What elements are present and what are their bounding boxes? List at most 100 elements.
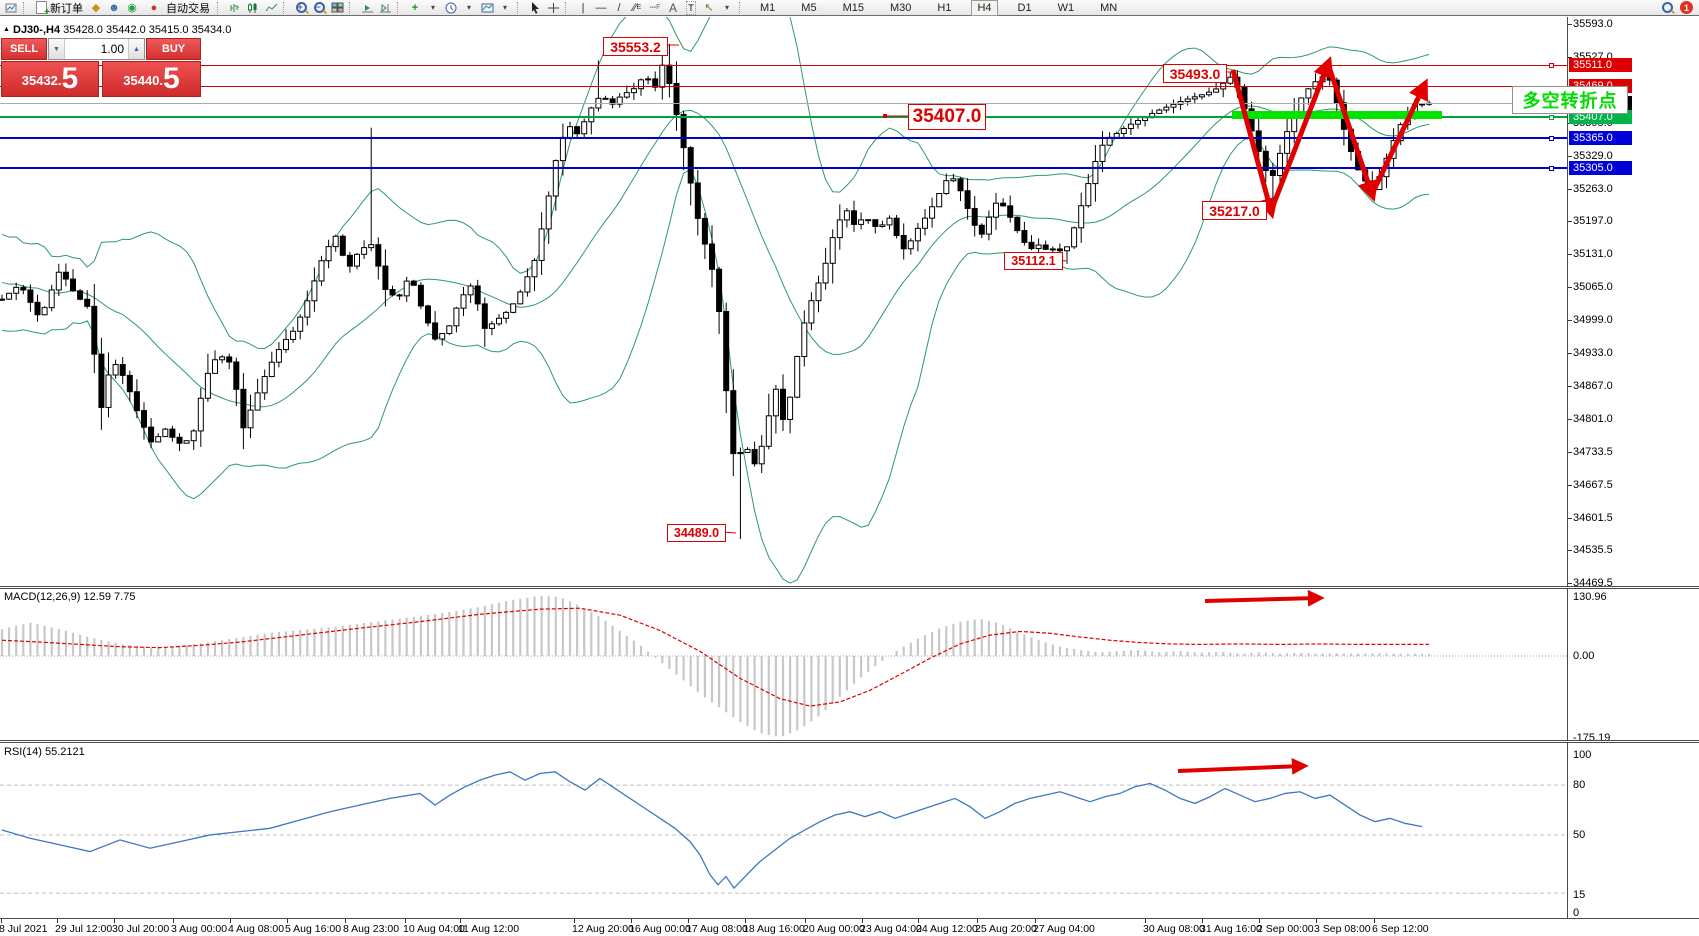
hline-35365.0[interactable] xyxy=(0,137,1567,139)
rsi-panel[interactable] xyxy=(0,744,1567,918)
signal-icon[interactable]: ◉ xyxy=(127,1,137,14)
auto-trading-icon: ● xyxy=(150,1,158,14)
tile-windows-icon[interactable] xyxy=(329,1,345,15)
price-annotation-35553.2[interactable]: 35553.2 xyxy=(603,37,668,56)
toolbar-separator xyxy=(739,1,744,14)
arrows-tool-icon[interactable]: ↖ xyxy=(704,1,714,14)
time-tick xyxy=(345,919,346,923)
toolbar-separator xyxy=(349,1,354,14)
trendline-icon[interactable]: / xyxy=(617,1,621,14)
volume-increase-button[interactable]: ▲ xyxy=(128,39,144,59)
line-anchor xyxy=(1549,115,1554,120)
quotes-icon[interactable]: ◆ xyxy=(91,1,101,14)
chevron-down-icon[interactable]: ▾ xyxy=(502,2,507,12)
tf-H1[interactable]: H1 xyxy=(937,1,952,14)
text-icon[interactable]: A xyxy=(668,0,677,15)
buy-button[interactable]: BUY xyxy=(146,38,201,60)
chevron-down-icon[interactable]: ▾ xyxy=(430,2,435,12)
time-axis-label: 30 Jul 20:00 xyxy=(112,923,170,935)
price-tick-label: 35131.0 xyxy=(1573,248,1613,260)
auto-trading-button[interactable]: ● 自动交易 xyxy=(141,1,214,15)
main-chart[interactable] xyxy=(0,17,1567,587)
price-tick xyxy=(1567,550,1572,551)
tf-M1[interactable]: M1 xyxy=(760,1,776,14)
price-annotation-34489.0[interactable]: 34489.0 xyxy=(667,524,726,542)
hline-35511.0[interactable] xyxy=(0,65,1567,66)
volume-decrease-button[interactable]: ▼ xyxy=(49,39,65,59)
chevron-down-icon[interactable]: ▾ xyxy=(724,2,729,12)
toolbar-separator xyxy=(517,1,522,14)
rsi-line xyxy=(1,771,1423,890)
cursor-icon[interactable] xyxy=(527,1,543,15)
tf-M15[interactable]: M15 xyxy=(842,1,864,14)
auto-scroll-icon[interactable] xyxy=(359,1,375,15)
ask-main: 35440 xyxy=(123,73,160,88)
time-axis-label: 20 Aug 00:00 xyxy=(803,923,865,935)
vertical-line-icon[interactable]: | xyxy=(581,1,585,14)
hline-35305.0[interactable] xyxy=(0,167,1567,169)
price-tick-label: 35263.0 xyxy=(1573,183,1613,195)
price-annotation-35217.0[interactable]: 35217.0 xyxy=(1202,201,1267,220)
turning-point-note[interactable]: 多空转折点 xyxy=(1512,86,1628,114)
zoom-out-icon[interactable] xyxy=(311,1,327,15)
time-axis-label: 8 Jul 2021 xyxy=(0,923,48,935)
rsi-axis-label: 0 xyxy=(1573,907,1580,919)
bar-chart-icon[interactable] xyxy=(227,1,243,15)
time-tick xyxy=(1035,919,1036,923)
time-axis[interactable]: 8 Jul 2021 29 Jul 12:00 30 Jul 20:00 3 Aug … xyxy=(0,919,1699,936)
time-axis-label: 3 Sep 08:00 xyxy=(1314,923,1371,935)
price-tick-label: 35593.0 xyxy=(1573,18,1613,30)
sell-button[interactable]: SELL xyxy=(1,38,47,60)
accounts-icon[interactable]: ☻ xyxy=(108,1,120,14)
tf-H4[interactable]: H4 xyxy=(971,0,998,16)
panel-separator[interactable] xyxy=(0,586,1699,589)
crosshair-icon[interactable] xyxy=(545,1,561,15)
periods-icon[interactable] xyxy=(443,1,459,15)
toolbar-right: 1 xyxy=(1658,1,1697,15)
time-axis-separator xyxy=(0,918,1699,919)
notification-badge[interactable]: 1 xyxy=(1680,1,1693,14)
templates-icon[interactable] xyxy=(479,1,495,15)
hline-35407.0[interactable] xyxy=(0,116,1567,118)
equidistant-channel-icon[interactable]: ∕∕ E xyxy=(632,1,642,14)
collapse-arrow-icon[interactable]: ▲ xyxy=(3,26,10,33)
hline-35469.0[interactable] xyxy=(0,86,1567,87)
macd-panel[interactable] xyxy=(0,589,1567,742)
price-tick xyxy=(1567,518,1572,519)
price-annotation-35112.1[interactable]: 35112.1 xyxy=(1004,252,1063,270)
fibonacci-icon[interactable]: ┄ F xyxy=(649,1,661,14)
chart-shift-icon[interactable] xyxy=(377,1,393,15)
price-tick xyxy=(1567,221,1572,222)
tf-D1[interactable]: D1 xyxy=(1017,1,1032,14)
ohlc-values: 35428.0 35442.0 35415.0 35434.0 xyxy=(63,24,232,36)
hline-35434.0[interactable] xyxy=(0,103,1567,104)
zoom-in-icon[interactable] xyxy=(293,1,309,15)
horizontal-line-icon[interactable]: — xyxy=(595,1,607,14)
candlestick-chart-icon[interactable] xyxy=(245,1,261,15)
toolbar-separator xyxy=(217,1,222,14)
new-order-button[interactable]: 新订单 xyxy=(32,1,87,18)
chart-icon[interactable] xyxy=(3,1,19,15)
tf-W1[interactable]: W1 xyxy=(1057,1,1075,14)
chevron-down-icon[interactable]: ▾ xyxy=(466,2,471,12)
tf-MN[interactable]: MN xyxy=(1100,1,1118,14)
time-axis-label: 17 Aug 08:00 xyxy=(686,923,748,935)
tf-M5[interactable]: M5 xyxy=(801,1,817,14)
price-annotation-35407.0[interactable]: 35407.0 xyxy=(908,104,986,130)
price-annotation-35493.0[interactable]: 35493.0 xyxy=(1163,64,1227,83)
indicators-icon[interactable]: + xyxy=(411,1,419,14)
price-tick xyxy=(1567,57,1572,58)
line-chart-icon[interactable] xyxy=(263,1,279,15)
bid-price-tile[interactable]: 35432. 5 xyxy=(1,61,99,97)
time-tick xyxy=(631,919,632,923)
time-tick xyxy=(460,919,461,923)
support-zone-bar[interactable] xyxy=(1232,111,1442,119)
time-tick xyxy=(805,919,806,923)
ask-price-tile[interactable]: 35440. 5 xyxy=(102,61,201,97)
time-axis-label: 6 Sep 12:00 xyxy=(1372,923,1429,935)
panel-separator[interactable] xyxy=(0,740,1699,743)
text-label-icon[interactable]: T xyxy=(686,0,696,15)
tf-M30[interactable]: M30 xyxy=(889,1,912,14)
volume-input[interactable] xyxy=(65,39,128,59)
search-icon[interactable] xyxy=(1659,1,1675,15)
